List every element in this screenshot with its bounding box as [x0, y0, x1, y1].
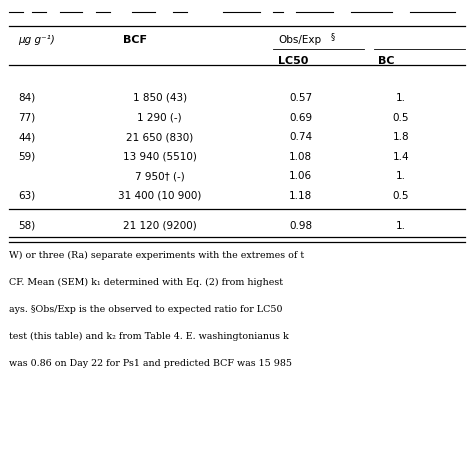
Text: 1 850 (43): 1 850 (43) [133, 93, 187, 103]
Text: was 0.86 on Day 22 for Ps1 and predicted BCF was 15 985: was 0.86 on Day 22 for Ps1 and predicted… [9, 359, 292, 368]
Text: 1 290 (-): 1 290 (-) [137, 112, 182, 122]
Text: 7 950† (-): 7 950† (-) [135, 171, 184, 181]
Text: Obs/Exp: Obs/Exp [278, 35, 321, 45]
Text: 31 400 (10 900): 31 400 (10 900) [118, 191, 201, 201]
Text: 0.74: 0.74 [289, 132, 312, 142]
Text: LC50: LC50 [278, 56, 308, 66]
Text: 1.: 1. [396, 221, 406, 231]
Text: test (this table) and k₂ from Table 4. E. washingtonianus k: test (this table) and k₂ from Table 4. E… [9, 332, 289, 341]
Text: 1.: 1. [396, 93, 406, 103]
Text: 1.8: 1.8 [392, 132, 409, 142]
Text: 1.4: 1.4 [392, 152, 409, 162]
Text: BCF: BCF [123, 35, 147, 45]
Text: 1.06: 1.06 [289, 171, 312, 181]
Text: 0.5: 0.5 [392, 191, 409, 201]
Text: 1.: 1. [396, 171, 406, 181]
Text: CF. Mean (SEM) k₁ determined with Eq. (2) from highest: CF. Mean (SEM) k₁ determined with Eq. (2… [9, 278, 283, 287]
Text: 1.08: 1.08 [289, 152, 312, 162]
Text: W) or three (Ra) separate experiments with the extremes of t: W) or three (Ra) separate experiments wi… [9, 251, 305, 260]
Text: 1.18: 1.18 [289, 191, 312, 201]
Text: 0.98: 0.98 [289, 221, 312, 231]
Text: BC: BC [378, 56, 394, 66]
Text: 21 120 (9200): 21 120 (9200) [123, 221, 197, 231]
Text: §: § [330, 33, 335, 42]
Text: 44): 44) [18, 132, 36, 142]
Text: 13 940 (5510): 13 940 (5510) [123, 152, 197, 162]
Text: ays. §Obs/Exp is the observed to expected ratio for LC50: ays. §Obs/Exp is the observed to expecte… [9, 305, 283, 314]
Text: 0.69: 0.69 [289, 112, 312, 122]
Text: 21 650 (830): 21 650 (830) [126, 132, 193, 142]
Text: 84): 84) [18, 93, 36, 103]
Text: 59): 59) [18, 152, 36, 162]
Text: 0.57: 0.57 [289, 93, 312, 103]
Text: 58): 58) [18, 221, 36, 231]
Text: 0.5: 0.5 [392, 112, 409, 122]
Text: μg g⁻¹): μg g⁻¹) [18, 35, 55, 45]
Text: 77): 77) [18, 112, 36, 122]
Text: 63): 63) [18, 191, 36, 201]
